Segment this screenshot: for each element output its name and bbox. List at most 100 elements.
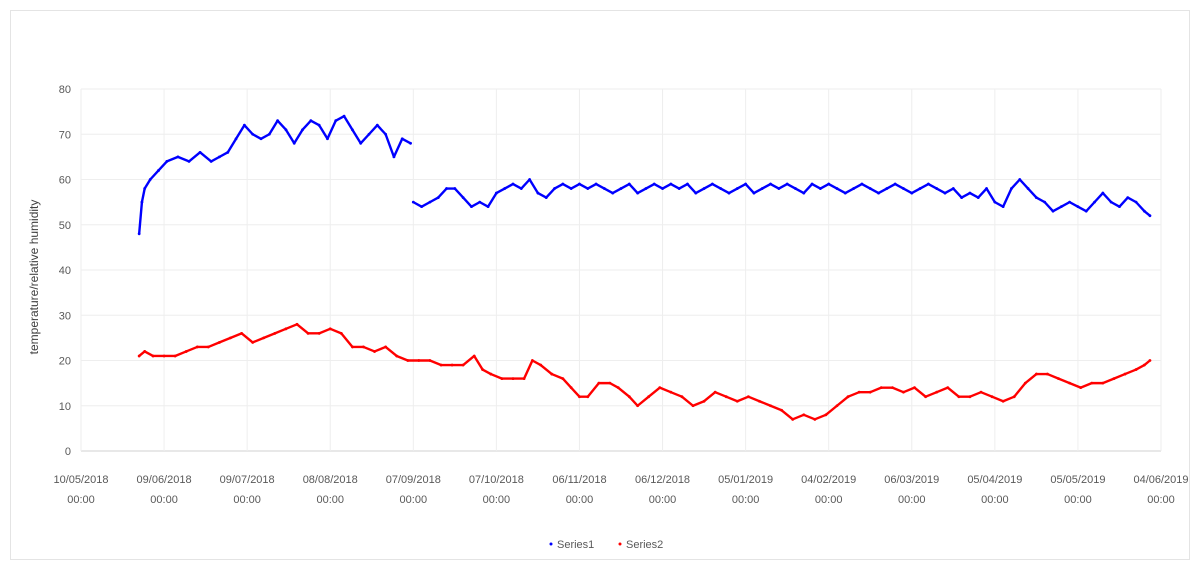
series-segment [736,395,750,403]
series-segment [489,372,504,380]
series-segment [561,182,573,190]
x-tick-label-time: 00:00 [67,494,95,506]
series-segment [802,413,817,421]
series-segment [910,187,922,195]
data-point [1148,359,1152,362]
x-tick-label-date: 06/12/2018 [635,474,690,486]
series-segment [329,327,343,335]
series-segment [877,187,889,195]
series-segment [1035,196,1046,204]
y-tick-label: 80 [59,84,71,96]
series-segment [1085,200,1096,213]
series-segment [719,187,731,195]
series-segment [149,169,160,181]
series-segment [1079,381,1093,389]
series-segment [827,182,839,190]
series-segment [234,123,246,140]
series-segment [137,200,144,236]
series-segment [276,119,288,131]
series-segment [644,182,656,190]
series-segment [1126,196,1138,204]
series-segment [531,359,542,367]
x-tick-label-date: 05/04/2019 [967,474,1022,486]
series-segment [852,182,864,190]
series-segment [362,345,376,353]
y-tick-label: 40 [59,265,71,277]
series-segment [835,395,850,407]
series-segment [392,137,404,159]
series-2 [137,322,1152,421]
series-segment [240,332,254,344]
series-segment [1068,381,1082,389]
series-segment [603,187,614,195]
series-segment [794,187,805,195]
series-segment [658,386,673,394]
series-segment [1060,200,1071,208]
x-tick-label-time: 00:00 [400,494,428,506]
series-segment [985,187,997,204]
series-segment [561,377,573,389]
series-segment [918,182,930,190]
series-segment [317,123,329,140]
series-segment [420,200,432,208]
series-segment [226,137,238,154]
series-segment [384,133,396,159]
series-segment [334,114,346,122]
x-tick-label-date: 04/02/2019 [801,474,856,486]
series-segment [594,182,606,190]
x-tick-label-date: 09/06/2018 [137,474,192,486]
series-segment [869,386,883,394]
x-tick-label-time: 00:00 [1064,494,1092,506]
legend-entry: Series1 [557,539,594,551]
series-segment [702,182,714,190]
series-segment [428,359,443,367]
series-segment [376,123,387,136]
x-tick-label-date: 07/10/2018 [469,474,524,486]
x-tick-label-date: 06/11/2018 [552,474,606,486]
series-segment [694,187,706,195]
series-segment [653,182,664,190]
series-segment [1043,200,1055,213]
series-segment [927,182,938,190]
series-segment [1101,191,1113,204]
series-segment [209,155,221,163]
series-segment [351,128,362,145]
x-tick-label-date: 08/08/2018 [303,474,358,486]
y-tick-label: 10 [59,401,71,413]
series-segment [536,191,548,199]
x-tick-label-date: 05/05/2019 [1050,474,1105,486]
series-segment [395,354,409,362]
series-segment [503,182,515,190]
series-segment [401,137,412,145]
series-segment [636,187,648,195]
series-segment [309,119,321,127]
series-segment [844,187,855,195]
series-segment [461,354,476,367]
legend-entry: Series2 [626,539,663,551]
x-tick-label-date: 06/03/2019 [884,474,939,486]
series-segment [1026,187,1038,199]
series-segment [968,390,983,398]
series-segment [578,182,589,190]
series-segment [428,196,440,204]
y-axis-title: temperature/relative humidity [27,200,41,355]
x-tick-label-date: 05/01/2019 [718,474,773,486]
x-tick-label-time: 00:00 [981,494,1009,506]
series-segment [617,386,631,398]
series-segment [628,182,639,195]
series-segment [824,404,839,416]
series-segment [1134,200,1146,213]
series-segment [545,187,556,199]
series-segment [470,200,481,208]
series-segment [486,191,498,208]
x-tick-label-time: 00:00 [732,494,760,506]
series-segment [1051,205,1063,213]
series-segment [284,323,299,331]
data-point [409,141,412,145]
x-tick-label-time: 00:00 [150,494,178,506]
series-segment [176,155,191,163]
series-segment [342,114,354,131]
series-segment [528,178,540,195]
series-segment [262,332,277,340]
series-segment [952,187,963,199]
